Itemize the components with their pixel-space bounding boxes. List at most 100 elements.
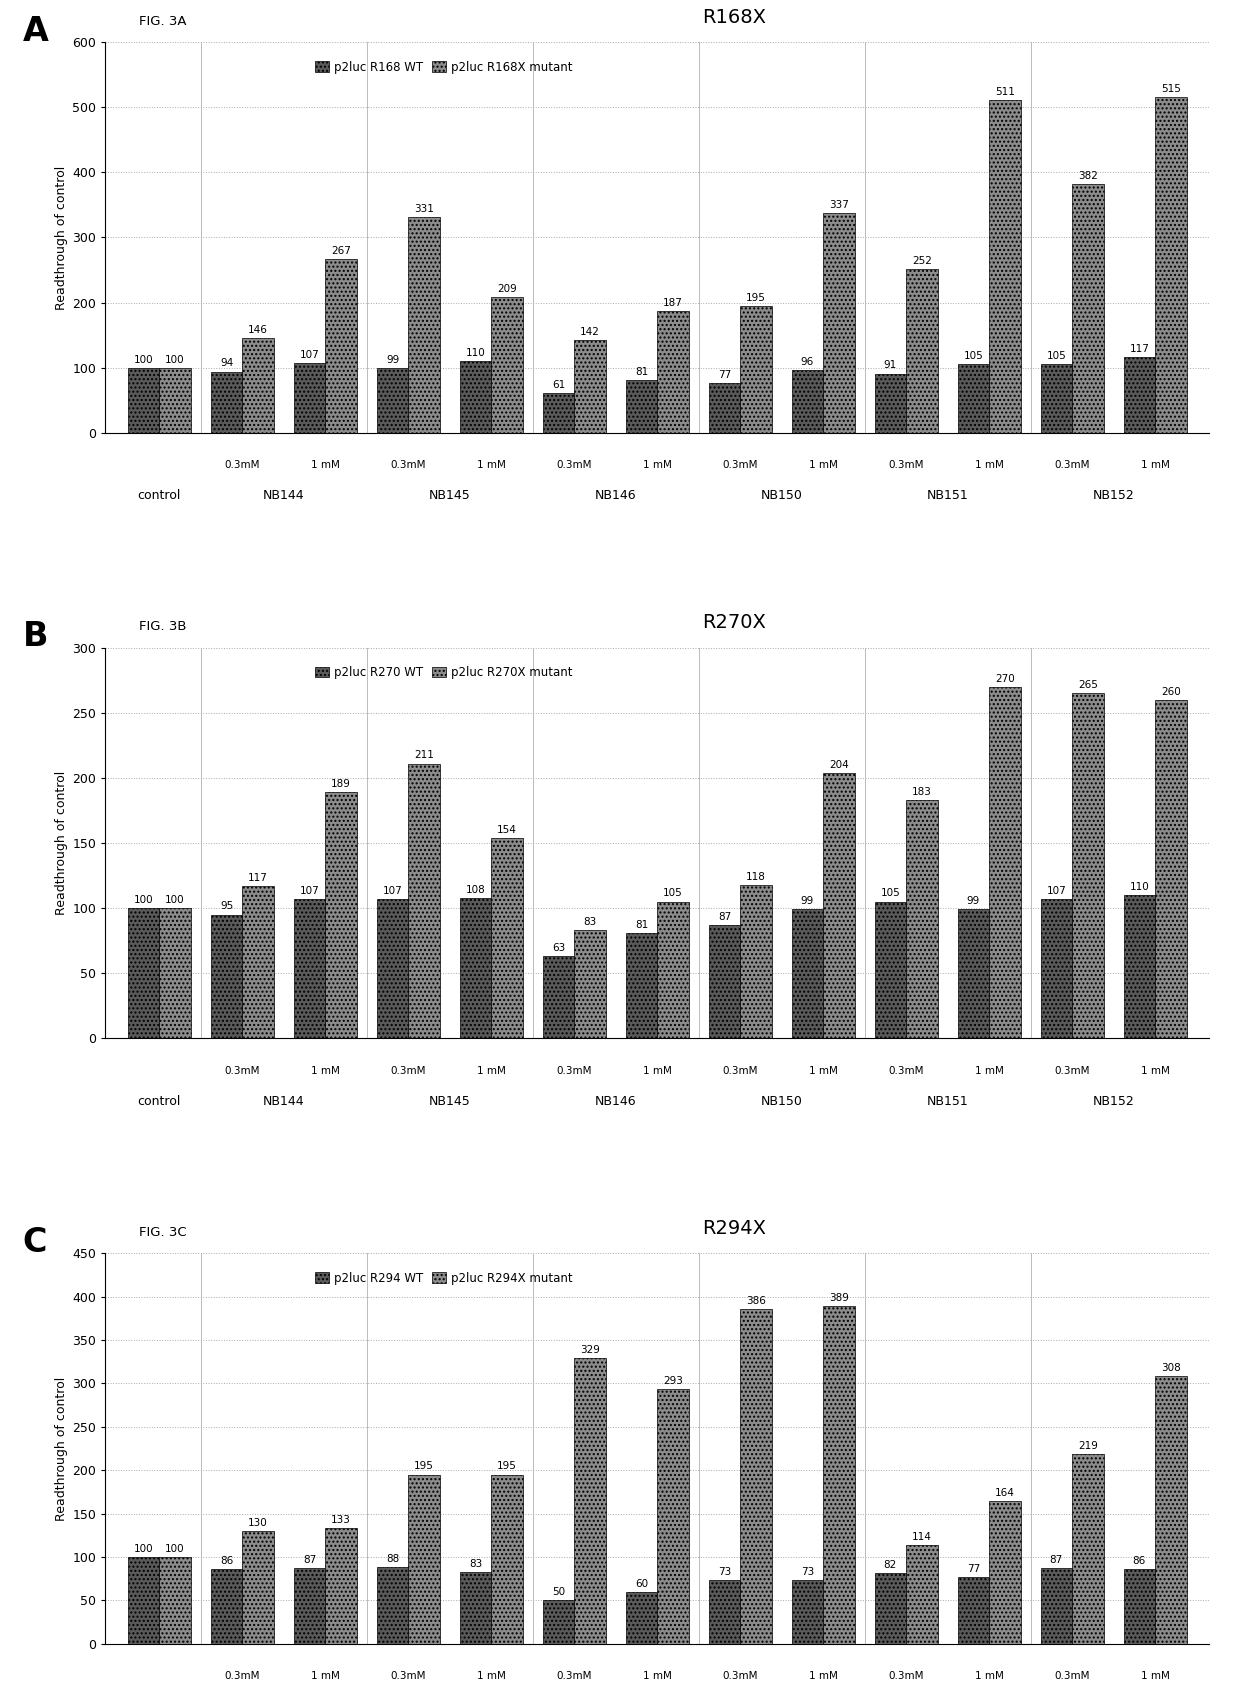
Text: 77: 77: [718, 369, 732, 379]
Bar: [1040, 1568, 1073, 1644]
Text: 81: 81: [635, 368, 649, 378]
Text: 110: 110: [1130, 882, 1149, 892]
Text: 260: 260: [1161, 686, 1180, 696]
Text: NB150: NB150: [760, 489, 802, 502]
Text: 87: 87: [718, 912, 732, 922]
Text: 100: 100: [134, 895, 154, 905]
Text: NB151: NB151: [926, 489, 968, 502]
Text: 209: 209: [497, 283, 517, 293]
Text: 1 mM: 1 mM: [477, 1671, 506, 1681]
Text: 0.3mM: 0.3mM: [224, 1066, 260, 1076]
Bar: [128, 909, 159, 1039]
Text: 1 mM: 1 mM: [975, 1671, 1003, 1681]
Bar: [906, 1544, 937, 1644]
Text: 81: 81: [635, 921, 649, 929]
Text: 382: 382: [1078, 170, 1097, 180]
Bar: [957, 364, 990, 433]
Text: 1 mM: 1 mM: [1141, 460, 1169, 470]
Text: 94: 94: [219, 359, 233, 369]
Text: 0.3mM: 0.3mM: [1054, 1066, 1090, 1076]
Text: 331: 331: [414, 204, 434, 214]
Text: A: A: [22, 15, 48, 47]
Bar: [874, 374, 906, 433]
Legend: p2luc R168 WT, p2luc R168X mutant: p2luc R168 WT, p2luc R168X mutant: [310, 56, 578, 78]
Text: 0.3mM: 0.3mM: [391, 1066, 427, 1076]
Text: 107: 107: [1047, 885, 1066, 895]
Text: FIG. 3A: FIG. 3A: [139, 15, 186, 27]
Text: FIG. 3B: FIG. 3B: [139, 620, 186, 634]
Text: 337: 337: [830, 201, 849, 211]
Text: 95: 95: [219, 902, 233, 912]
Bar: [1073, 1453, 1104, 1644]
Text: 0.3mM: 0.3mM: [224, 460, 260, 470]
Text: 515: 515: [1161, 84, 1180, 94]
Text: 187: 187: [663, 298, 683, 309]
Bar: [957, 1576, 990, 1644]
Text: 1 mM: 1 mM: [477, 1066, 506, 1076]
Text: 86: 86: [219, 1556, 233, 1566]
Text: 107: 107: [383, 885, 402, 895]
Bar: [491, 838, 523, 1039]
Bar: [460, 897, 491, 1039]
Text: 60: 60: [635, 1578, 649, 1588]
Bar: [823, 1307, 854, 1644]
Text: 87: 87: [303, 1554, 316, 1565]
Text: 386: 386: [746, 1295, 766, 1305]
Text: 110: 110: [465, 347, 485, 357]
Bar: [1123, 357, 1156, 433]
Text: 88: 88: [386, 1554, 399, 1565]
Text: 105: 105: [663, 889, 683, 899]
Bar: [874, 902, 906, 1039]
Text: 99: 99: [967, 897, 980, 907]
Bar: [708, 383, 740, 433]
Bar: [211, 914, 242, 1039]
Text: 204: 204: [830, 760, 849, 769]
Text: 293: 293: [663, 1376, 683, 1386]
Text: 1 mM: 1 mM: [311, 1066, 340, 1076]
Text: NB144: NB144: [263, 489, 305, 502]
Text: 107: 107: [300, 885, 320, 895]
Text: 108: 108: [465, 885, 485, 895]
Bar: [543, 393, 574, 433]
Bar: [325, 260, 357, 433]
Bar: [159, 368, 191, 433]
Bar: [159, 909, 191, 1039]
Text: 73: 73: [801, 1568, 813, 1578]
Bar: [823, 214, 854, 433]
Text: 91: 91: [884, 361, 897, 371]
Text: 0.3mM: 0.3mM: [723, 1671, 758, 1681]
Bar: [325, 1529, 357, 1644]
Bar: [242, 337, 274, 433]
Text: 1 mM: 1 mM: [642, 1671, 672, 1681]
Bar: [408, 217, 440, 433]
Y-axis label: Readthrough of control: Readthrough of control: [56, 771, 68, 915]
Text: 0.3mM: 0.3mM: [1054, 1671, 1090, 1681]
Bar: [377, 899, 408, 1039]
Bar: [211, 371, 242, 433]
Text: 195: 195: [746, 293, 766, 303]
Text: NB152: NB152: [1092, 1094, 1135, 1108]
Bar: [491, 297, 523, 433]
Text: 61: 61: [552, 379, 565, 389]
Text: 99: 99: [801, 897, 813, 907]
Text: 0.3mM: 0.3mM: [1054, 460, 1090, 470]
Text: 100: 100: [134, 354, 154, 364]
Text: 308: 308: [1161, 1364, 1180, 1374]
Bar: [377, 1568, 408, 1644]
Bar: [159, 1558, 191, 1644]
Bar: [1073, 184, 1104, 433]
Bar: [823, 772, 854, 1039]
Text: 100: 100: [165, 1544, 185, 1554]
Text: 183: 183: [911, 787, 931, 797]
Bar: [626, 932, 657, 1039]
Bar: [211, 1570, 242, 1644]
Bar: [460, 361, 491, 433]
Bar: [294, 362, 325, 433]
Text: 211: 211: [414, 750, 434, 760]
Text: 77: 77: [967, 1565, 980, 1573]
Text: 1 mM: 1 mM: [808, 460, 837, 470]
Bar: [990, 1502, 1021, 1644]
Bar: [626, 379, 657, 433]
Bar: [874, 1573, 906, 1644]
Bar: [990, 686, 1021, 1039]
